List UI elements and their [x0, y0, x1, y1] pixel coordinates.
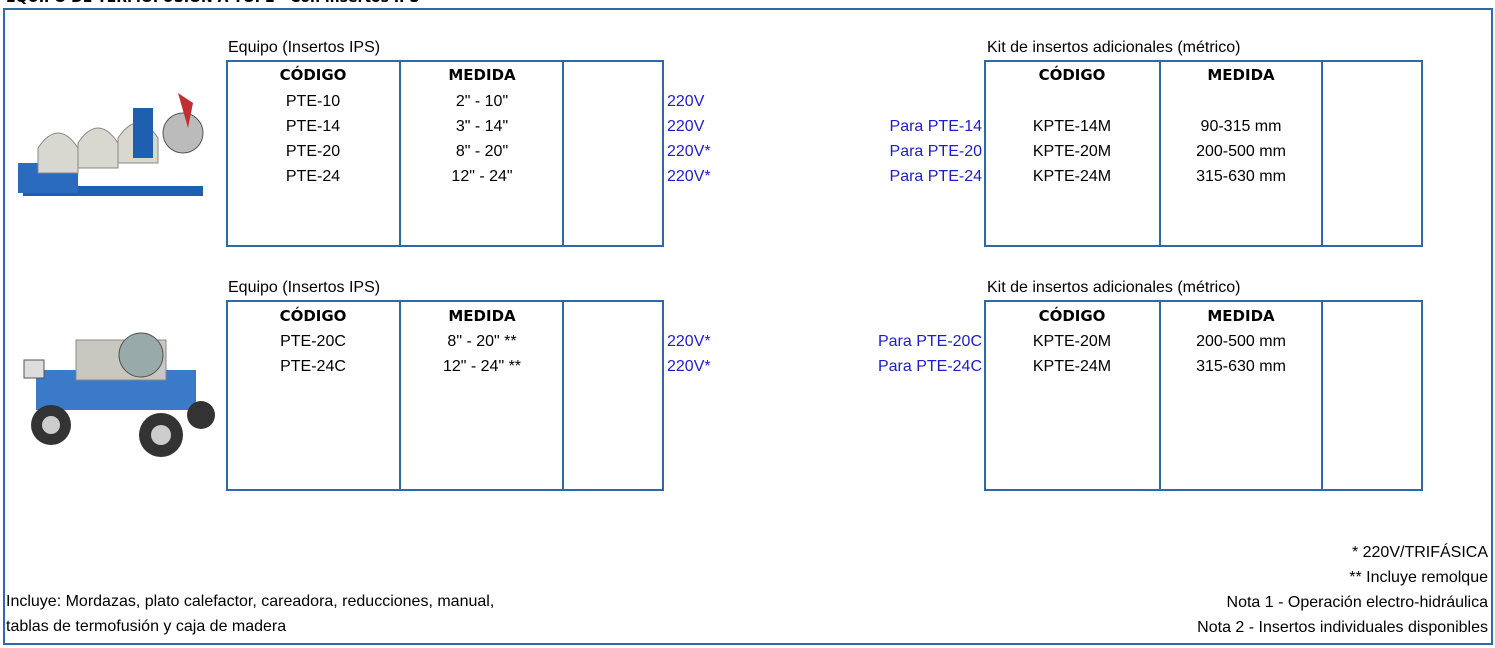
machine-image: [18, 93, 204, 196]
page-title: EQUIPO DE TERMOFUSIÓN A TOPE - Con inser…: [6, 0, 419, 8]
includes-text: Incluye: Mordazas, plato calefactor, car…: [6, 593, 495, 610]
size: 8" - 20": [455, 143, 509, 160]
kit-label: Kit de insertos adicionales (métrico): [987, 39, 1241, 56]
kit-for: Para PTE-14: [889, 118, 982, 135]
kit-code: KPTE-24M: [1032, 168, 1112, 185]
kit-code: KPTE-14M: [1032, 118, 1112, 135]
size: 2" - 10": [455, 93, 509, 110]
code: PTE-14: [285, 118, 341, 135]
trailer-image: [23, 332, 215, 457]
voltage: 220V*: [667, 168, 711, 185]
kit-table: [984, 60, 1423, 247]
column-divider: [399, 60, 401, 247]
column-header: CÓDIGO: [279, 307, 347, 325]
note: Nota 2 - Insertos individuales disponibl…: [1197, 619, 1488, 636]
equipment-table: [226, 300, 664, 491]
voltage: 220V*: [667, 333, 711, 350]
voltage: 220V*: [667, 143, 711, 160]
note: * 220V/TRIFÁSICA: [1351, 544, 1488, 561]
kit-code: KPTE-24M: [1032, 358, 1112, 375]
column-divider: [1159, 300, 1161, 491]
kit-for: Para PTE-20: [889, 143, 982, 160]
kit-for: Para PTE-24C: [877, 358, 982, 375]
kit-label: Kit de insertos adicionales (métrico): [987, 279, 1241, 296]
kit-size: 90-315 mm: [1200, 118, 1282, 135]
frame: [3, 8, 1493, 645]
kit-table: [984, 300, 1423, 491]
column-divider: [1159, 60, 1161, 247]
kit-code: KPTE-20M: [1032, 333, 1112, 350]
column-divider: [562, 300, 564, 491]
size: 12" - 24": [451, 168, 513, 185]
voltage: 220V: [667, 93, 705, 110]
size: 8" - 20" **: [447, 333, 517, 350]
kit-size: 315-630 mm: [1196, 358, 1286, 375]
code: PTE-24C: [280, 358, 346, 375]
column-header: MEDIDA: [448, 66, 516, 84]
kit-size: 200-500 mm: [1196, 333, 1286, 350]
voltage: 220V*: [667, 358, 711, 375]
note: ** Incluye remolque: [1349, 569, 1488, 586]
column-divider: [1321, 300, 1323, 491]
column-header: MEDIDA: [1207, 66, 1275, 84]
column-header: CÓDIGO: [1038, 66, 1106, 84]
kit-for: Para PTE-24: [889, 168, 982, 185]
kit-size: 200-500 mm: [1196, 143, 1286, 160]
equipment-table: [226, 60, 664, 247]
kit-for: Para PTE-20C: [877, 333, 982, 350]
column-header: MEDIDA: [448, 307, 516, 325]
equipment-label: Equipo (Insertos IPS): [228, 39, 381, 56]
code: PTE-10: [285, 93, 341, 110]
column-divider: [1321, 60, 1323, 247]
column-header: CÓDIGO: [279, 66, 347, 84]
voltage: 220V: [667, 118, 705, 135]
code: PTE-20: [285, 143, 341, 160]
kit-size: 315-630 mm: [1196, 168, 1286, 185]
code: PTE-20C: [280, 333, 346, 350]
equipment-label: Equipo (Insertos IPS): [228, 279, 381, 296]
column-divider: [399, 300, 401, 491]
size: 3" - 14": [455, 118, 509, 135]
column-header: MEDIDA: [1207, 307, 1275, 325]
column-divider: [562, 60, 564, 247]
size: 12" - 24" **: [442, 358, 522, 375]
note: Nota 1 - Operación electro-hidráulica: [1226, 594, 1488, 611]
kit-code: KPTE-20M: [1032, 143, 1112, 160]
code: PTE-24: [285, 168, 341, 185]
column-header: CÓDIGO: [1038, 307, 1106, 325]
includes-text: tablas de termofusión y caja de madera: [6, 618, 287, 635]
